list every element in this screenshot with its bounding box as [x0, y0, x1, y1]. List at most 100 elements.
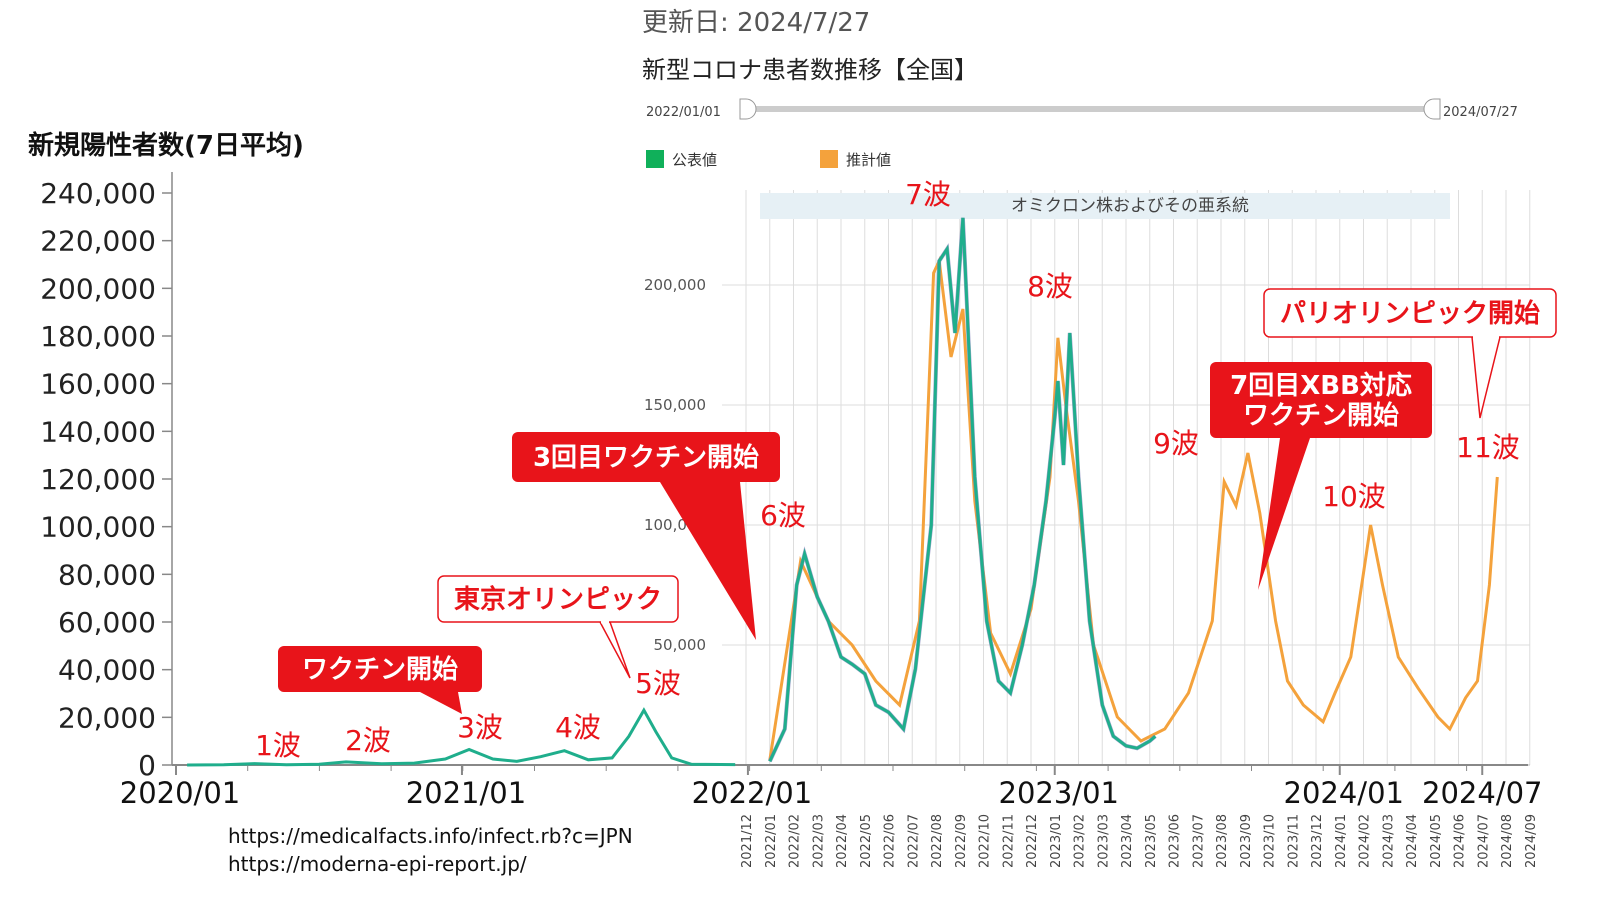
y-tick-label: 120,000 — [40, 463, 156, 496]
y-tick-label: 60,000 — [58, 606, 156, 639]
callout-tail — [1258, 438, 1310, 590]
callout-tail — [420, 692, 462, 714]
inner-x-tick-label: 2022/03 — [811, 814, 826, 868]
wave-label: 7波 — [905, 178, 951, 211]
x-tick-label: 2023/01 — [999, 776, 1119, 810]
source-url-1[interactable]: https://medicalfacts.info/infect.rb?c=JP… — [228, 824, 633, 848]
inner-x-tick-label: 2023/02 — [1073, 814, 1088, 868]
slider-end-label: 2024/07/27 — [1443, 105, 1518, 120]
inner-x-tick-label: 2023/10 — [1263, 814, 1278, 868]
legend-swatch-published[interactable] — [646, 150, 664, 168]
x-tick-label: 2024/07 — [1422, 776, 1542, 810]
omicron-label: オミクロン株およびその亜系統 — [1011, 196, 1249, 216]
inner-x-tick-label: 2024/08 — [1500, 814, 1515, 868]
wave-label: 1波 — [255, 729, 301, 762]
inner-x-tick-label: 2022/07 — [906, 814, 921, 868]
callout-label: 7回目XBB対応 — [1230, 370, 1412, 401]
inner-y-tick-label: 200,000 — [644, 276, 706, 294]
slider-start-handle[interactable] — [739, 98, 757, 120]
inner-x-tick-label: 2023/07 — [1191, 814, 1206, 868]
slider-start-label: 2022/01/01 — [646, 105, 721, 120]
callout-label: パリオリンピック開始 — [1280, 299, 1540, 329]
y-tick-label: 220,000 — [40, 225, 156, 258]
inner-x-tick-label: 2024/06 — [1453, 814, 1468, 868]
series-line-published — [768, 217, 1157, 763]
inner-x-tick-label: 2023/11 — [1286, 814, 1301, 868]
inner-x-tick-label: 2024/04 — [1405, 814, 1420, 868]
callout-box — [512, 432, 780, 482]
inner-x-tick-label: 2023/09 — [1239, 814, 1254, 868]
y-tick-label: 80,000 — [58, 558, 156, 591]
wave-label: 3波 — [457, 711, 503, 744]
inner-y-tick-label: 150,000 — [644, 396, 706, 414]
y-tick-label: 200,000 — [40, 272, 156, 305]
y-axis-title: 新規陽性者数(7日平均) — [28, 130, 304, 161]
wave-label: 2波 — [345, 724, 391, 757]
legend: 公表値 推計値 — [646, 150, 891, 169]
omicron-band — [760, 193, 1450, 219]
callout-label: 東京オリンピック — [454, 584, 662, 615]
y-tick-label: 180,000 — [40, 320, 156, 353]
callout-tail — [660, 482, 756, 640]
y-tick-label: 240,000 — [40, 177, 156, 210]
inner-x-tick-label: 2024/02 — [1358, 814, 1373, 868]
inner-x-tick-label: 2024/01 — [1334, 814, 1349, 868]
inner-x-tick-label: 2023/08 — [1215, 814, 1230, 868]
inner-x-tick-label: 2022/05 — [859, 814, 874, 868]
callout-tail — [1471, 336, 1501, 419]
legend-swatch-estimated[interactable] — [820, 150, 838, 168]
y-tick-label: 20,000 — [58, 701, 156, 734]
inner-x-tick-label: 2024/05 — [1429, 814, 1444, 868]
annotation-layer: 1波 2波 3波 4波5波6波7波8波9波10波11波ワクチン開始東京オリンピック3回… — [255, 178, 1557, 762]
x-tick-label: 2020/01 — [120, 776, 240, 810]
y-tick-label: 0 — [138, 749, 156, 782]
outer-axes: 0 20,000 40,000 60,000 80,000 100,000 120,000 1… — [40, 172, 1542, 810]
series-line-estimated — [768, 255, 1499, 761]
y-tick-label: 40,000 — [58, 654, 156, 687]
callout-label: ワクチン開始 — [302, 655, 458, 685]
inner-y-tick-label: 50,000 — [654, 636, 707, 654]
inner-x-tick-label: 2022/11 — [1001, 814, 1016, 868]
inner-x-tick-label: 2023/12 — [1310, 814, 1325, 868]
inner-x-tick-label: 2022/09 — [954, 814, 969, 868]
wave-label: 8波 — [1027, 270, 1073, 303]
wave-label: 6波 — [760, 499, 806, 532]
wave-label: 11波 — [1456, 431, 1520, 464]
inner-x-tick-label: 2023/04 — [1120, 814, 1135, 868]
x-tick-label: 2021/01 — [406, 776, 526, 810]
inner-x-tick-label: 2022/06 — [883, 814, 898, 868]
inner-x-tick-label: 2023/01 — [1049, 814, 1064, 868]
callout: パリオリンピック開始 — [1263, 288, 1557, 419]
wave-label: 4波 — [555, 711, 601, 744]
x-tick-label: 2022/01 — [692, 776, 812, 810]
y-tick-label: 140,000 — [40, 415, 156, 448]
x-tick-label: 2024/01 — [1284, 776, 1404, 810]
callout-box — [278, 646, 482, 692]
inner-x-tick-label: 2022/01 — [764, 814, 779, 868]
wave-label: 5波 — [635, 667, 681, 700]
update-date: 更新日: 2024/7/27 — [642, 8, 870, 38]
callout-box — [1263, 288, 1557, 338]
slider-end-handle[interactable] — [1423, 98, 1441, 120]
callout-tail — [598, 621, 631, 679]
legend-label-estimated: 推計値 — [846, 151, 891, 169]
inner-x-tick-label: 2023/05 — [1144, 814, 1159, 868]
inner-x-tick-label: 2023/06 — [1168, 814, 1183, 868]
source-url-2[interactable]: https://moderna-epi-report.jp/ — [228, 852, 527, 876]
callout-label: 3回目ワクチン開始 — [533, 443, 759, 473]
inner-x-tick-label: 2022/04 — [835, 814, 850, 868]
slider-track[interactable] — [740, 106, 1440, 112]
callout: 3回目ワクチン開始 — [512, 432, 780, 640]
wave-label: 10波 — [1322, 480, 1386, 513]
y-tick-label: 160,000 — [40, 368, 156, 401]
inner-x-tick-label: 2022/08 — [930, 814, 945, 868]
inner-x-tick-label: 2023/03 — [1096, 814, 1111, 868]
y-tick-label: 100,000 — [40, 511, 156, 544]
callout: ワクチン開始 — [278, 646, 482, 714]
chart-title: 新型コロナ患者数推移【全国】 — [642, 56, 978, 84]
date-range-slider[interactable]: 2022/01/01 2024/07/27 — [646, 98, 1518, 120]
series-line-pre2022 — [187, 707, 736, 767]
inner-x-tick-label: 2024/07 — [1476, 814, 1491, 868]
